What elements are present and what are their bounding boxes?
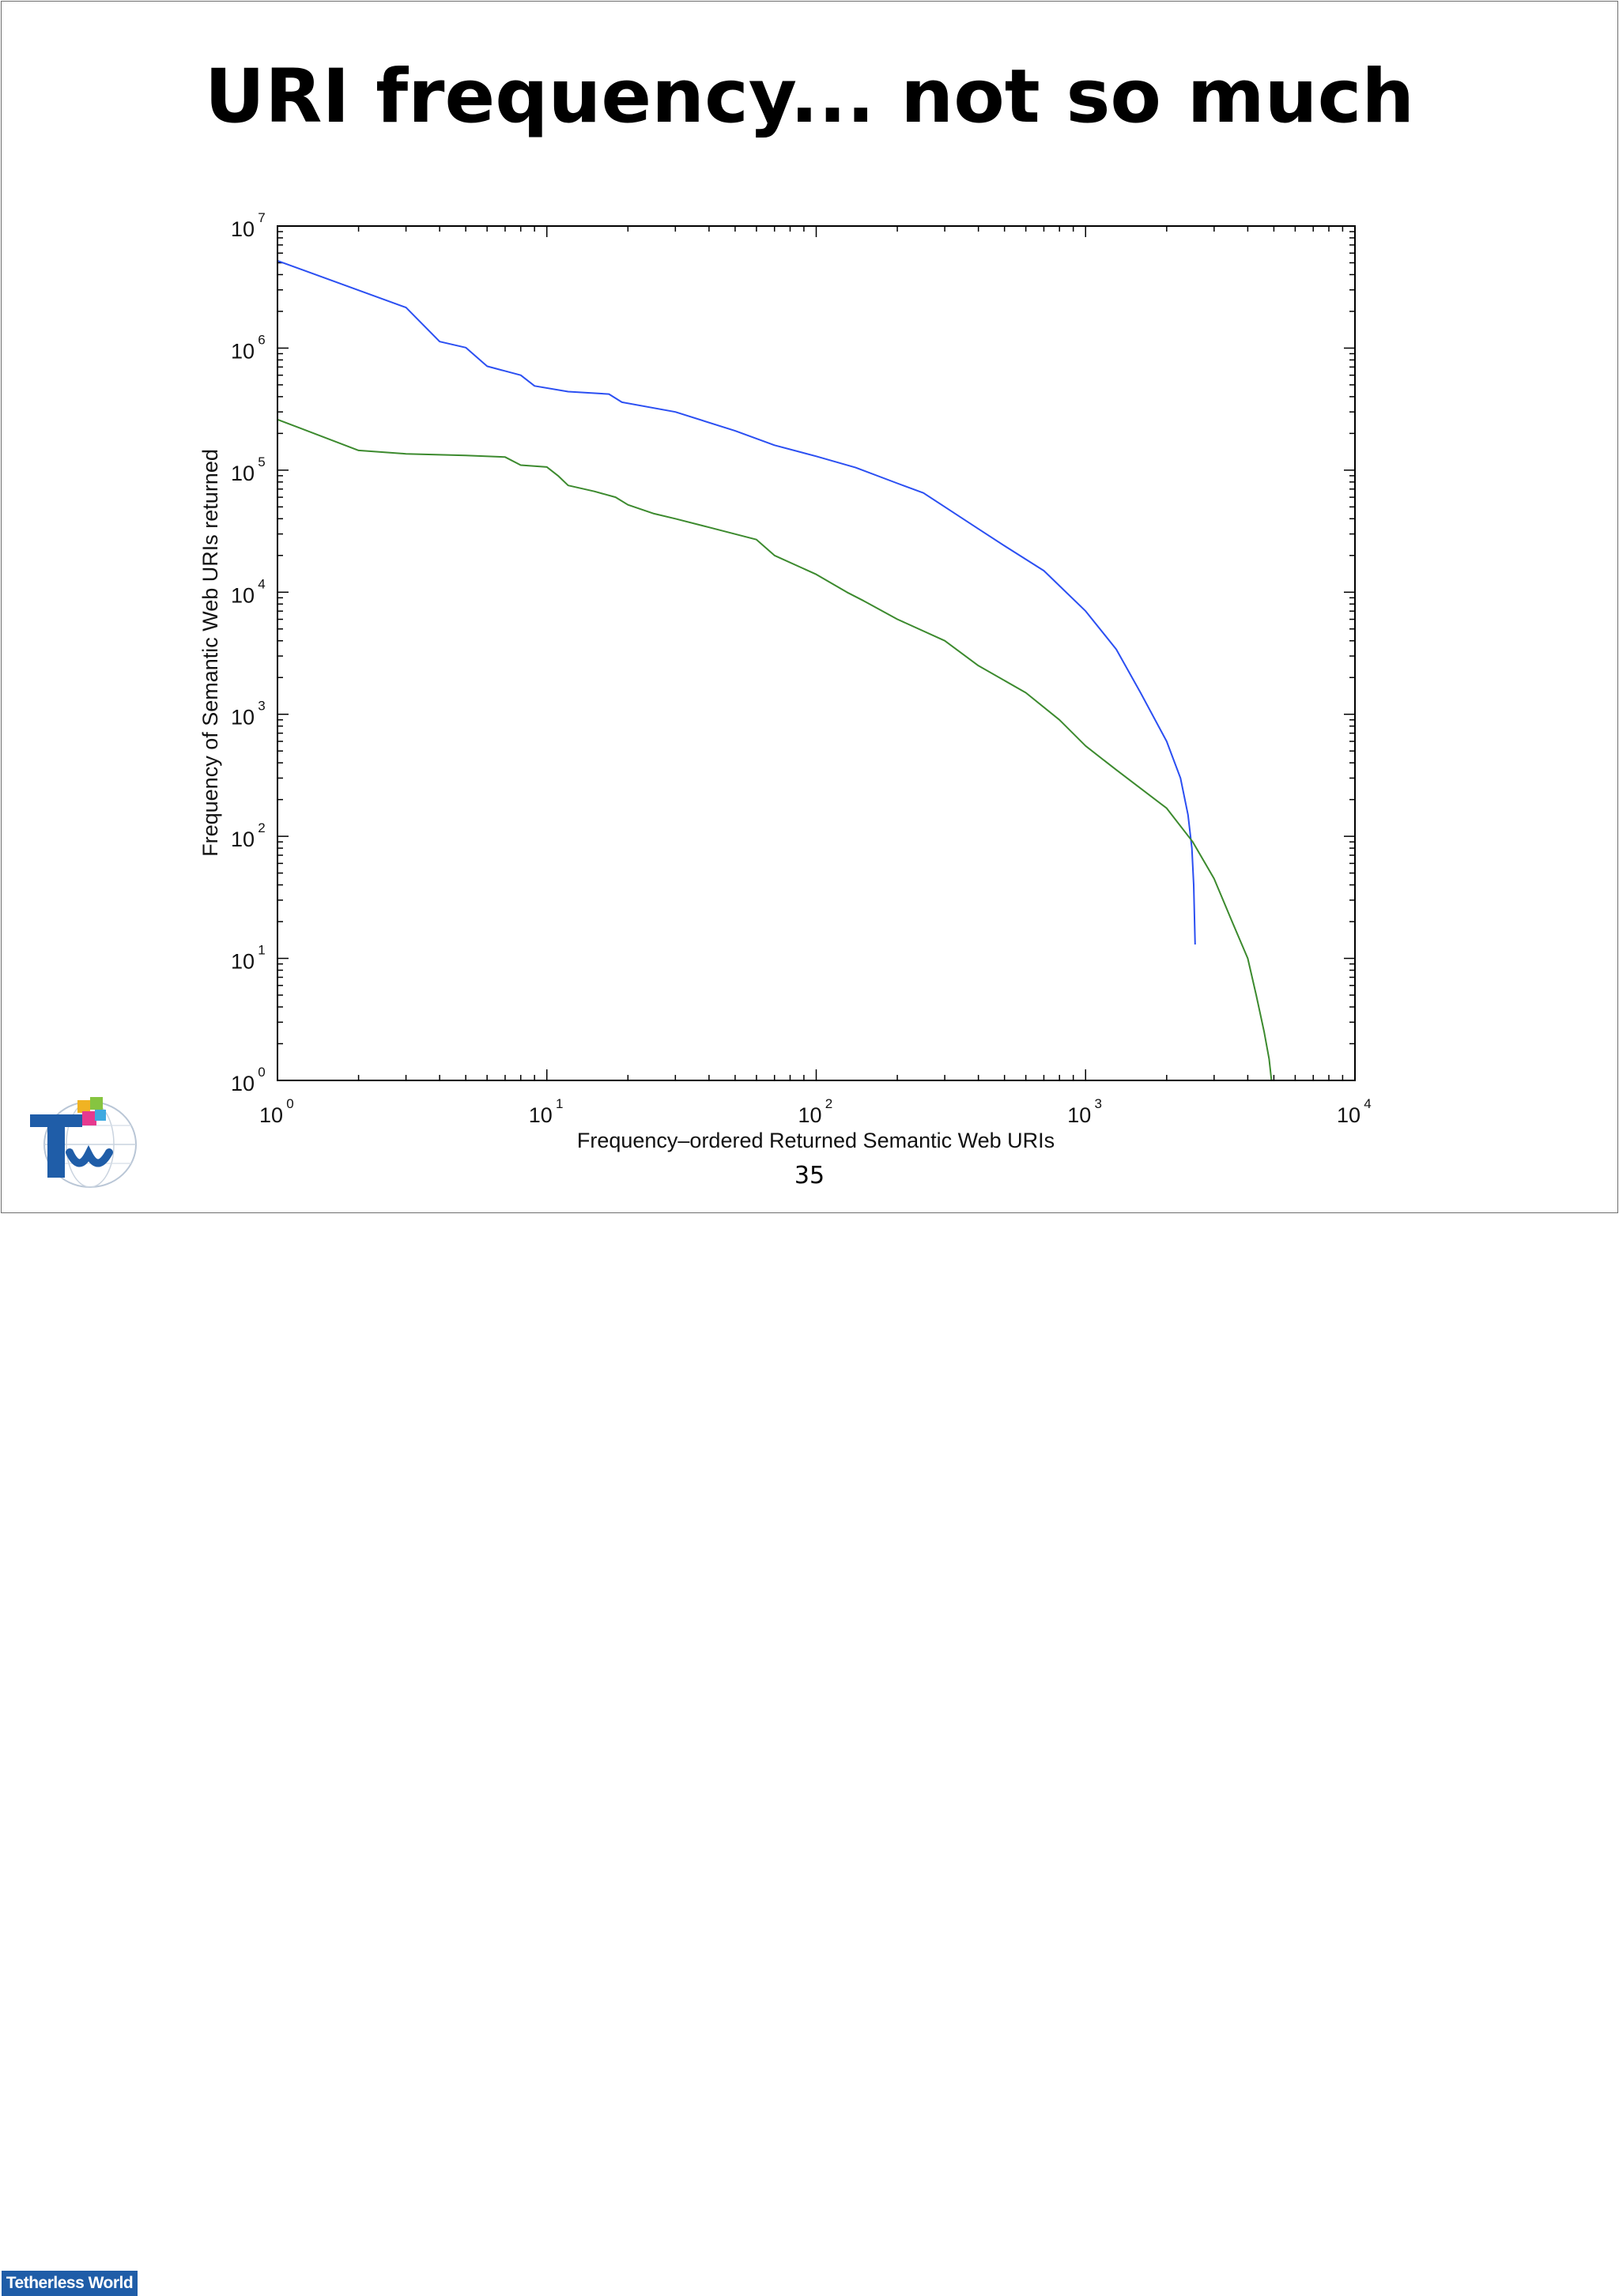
- y-tick-label: 10: [231, 583, 255, 607]
- log-log-line-chart: 10 0 10 1 10 2 10 3 10 410 010 110 210 310 410 510 610 7 …: [198, 210, 1372, 1152]
- y-tick-exponent: 7: [258, 210, 265, 225]
- x-tick-exponent: 4: [1364, 1096, 1371, 1111]
- x-axis-label: Frequency–ordered Returned Semantic Web …: [577, 1129, 1055, 1152]
- y-tick-exponent: 5: [258, 454, 265, 469]
- y-tick-label: 10: [231, 462, 255, 485]
- x-tick-label: 10: [1067, 1103, 1091, 1127]
- y-tick-label: 10: [231, 339, 255, 363]
- y-tick-exponent: 2: [258, 820, 265, 835]
- y-axis-label: Frequency of Semantic Web URIs returned: [198, 449, 222, 857]
- slide-frame: [1, 1, 1618, 1213]
- y-tick-exponent: 6: [258, 332, 265, 347]
- logo-caption: Tetherless World: [2, 2271, 138, 2296]
- y-tick-exponent: 3: [258, 699, 265, 714]
- x-tick-exponent: 1: [556, 1096, 563, 1111]
- tick-labels: 10 0 10 1 10 2 10 3 10 410 010 110 210 310 410 510 610 7: [231, 210, 1372, 1127]
- y-tick-label: 10: [231, 1072, 255, 1095]
- blue-series-line: [277, 259, 1196, 945]
- axis-ticks: [277, 226, 1355, 1081]
- x-tick-label: 10: [1337, 1103, 1360, 1127]
- y-tick-exponent: 1: [258, 943, 265, 958]
- y-tick-label: 10: [231, 828, 255, 851]
- slide-number: 35: [794, 1162, 825, 1189]
- plot-area-frame: [277, 225, 1356, 1081]
- globe-logo-icon: [30, 1097, 137, 1188]
- x-tick-exponent: 2: [825, 1096, 832, 1111]
- y-tick-label: 10: [231, 950, 255, 974]
- x-tick-label: 10: [798, 1103, 821, 1127]
- x-tick-label: 10: [259, 1103, 283, 1127]
- slide-title: URI frequency... not so much: [204, 54, 1415, 140]
- y-tick-exponent: 0: [258, 1065, 265, 1080]
- x-tick-exponent: 0: [286, 1096, 293, 1111]
- x-tick-label: 10: [529, 1103, 553, 1127]
- y-tick-label: 10: [231, 217, 255, 241]
- tetherless-world-logo: Tetherless World: [0, 1091, 144, 2296]
- x-tick-exponent: 3: [1095, 1096, 1102, 1111]
- series-lines: [277, 259, 1273, 1081]
- y-tick-label: 10: [231, 706, 255, 730]
- green-series-line: [277, 418, 1273, 1081]
- y-tick-exponent: 4: [258, 576, 265, 591]
